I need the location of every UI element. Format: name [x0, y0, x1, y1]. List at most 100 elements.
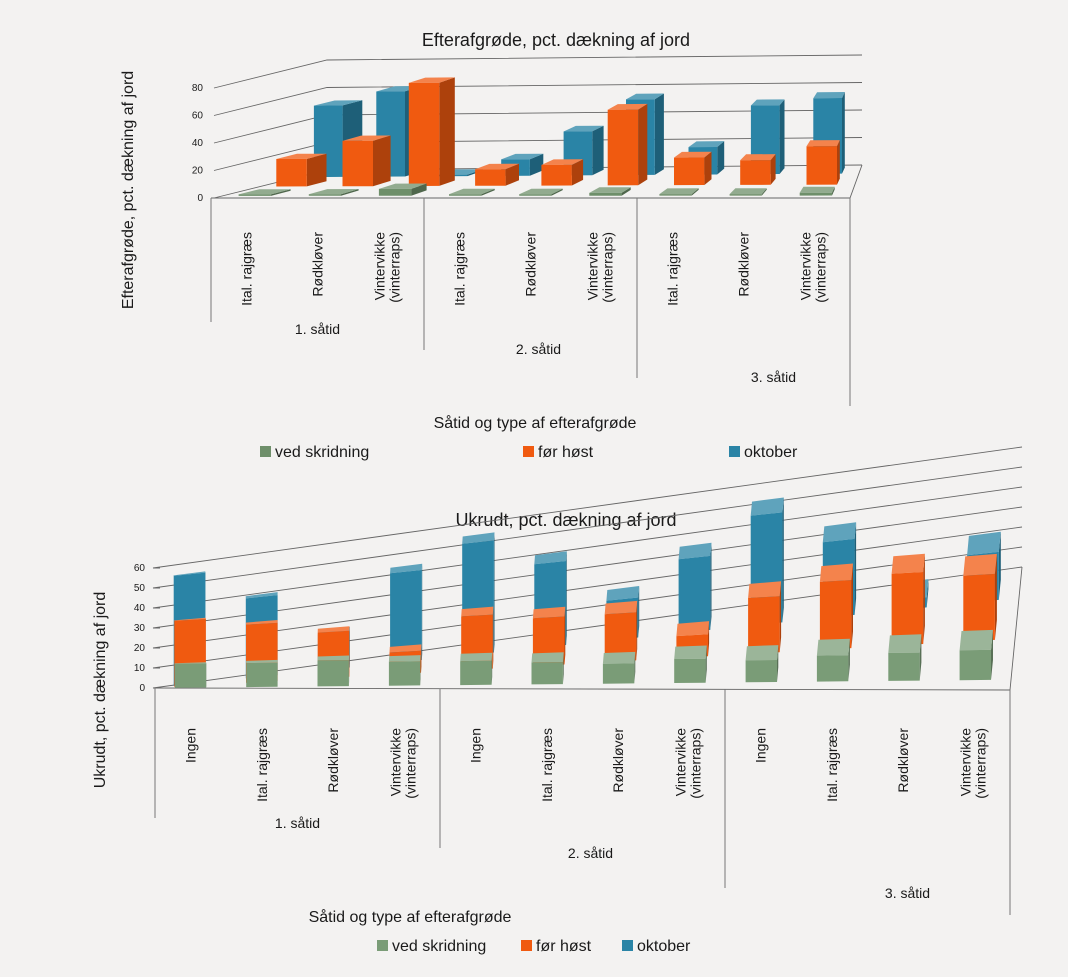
bar-front-face [730, 194, 762, 196]
category-label: Ingen [468, 728, 484, 763]
bar-front-face [960, 650, 991, 680]
bar-front-face [659, 194, 691, 196]
category-label-line: Vintervikke [672, 728, 688, 796]
category-label: Vintervikke(vinterraps) [672, 728, 703, 799]
bar-top-face [389, 655, 421, 662]
bar-før-høst-8 [740, 154, 775, 185]
bar-front-face [532, 662, 563, 684]
bar-front-face [746, 660, 777, 682]
chart-cover-crop: Efterafgrøde, pct. dækning af jord Efter… [120, 30, 862, 461]
category-label-line: Ital. rajgræs [824, 728, 840, 802]
chart1-y-axis-title: Efterafgrøde, pct. dækning af jord [120, 71, 137, 309]
bar-front-face [603, 663, 634, 683]
chart2-x-axis-title: Såtid og type af efterafgrøde [309, 908, 512, 926]
chart2-category-dividers [155, 688, 1010, 915]
bar-før-høst-10 [820, 564, 853, 650]
group-label: 2. såtid [568, 845, 613, 861]
bar-top-face [730, 188, 767, 194]
category-label: Ital. rajgræs [452, 232, 468, 306]
group-label: 2. såtid [516, 341, 561, 357]
bar-front-face [389, 661, 420, 685]
bar-side-face [782, 498, 783, 623]
bar-top-face [449, 189, 495, 195]
y-tick-label: 20 [192, 166, 204, 177]
category-label: Vintervikke(vinterraps) [798, 232, 829, 303]
category-label-line: Vintervikke [387, 728, 403, 796]
bar-ved-skridning-5 [519, 189, 563, 196]
bar-top-face [888, 634, 921, 653]
bar-side-face [655, 94, 664, 175]
bar-top-face [740, 154, 775, 160]
legend-swatch [729, 446, 740, 457]
category-label: Ital. rajgræs [665, 232, 681, 306]
y-tick-label: 30 [134, 623, 146, 634]
bar-ved-skridning-11 [888, 634, 921, 681]
category-label: Rødkløver [895, 728, 911, 793]
bar-front-face [740, 160, 771, 185]
y-tick-label: 50 [134, 583, 146, 594]
category-label: Rødkløver [610, 728, 626, 793]
category-label: Ingen [753, 728, 769, 763]
bar-front-face [674, 158, 704, 186]
bar-før-høst-7 [674, 152, 712, 185]
bar-før-høst-4 [475, 164, 519, 186]
bar-top-face [460, 653, 492, 661]
bar-før-høst-9 [807, 140, 840, 185]
category-label-line: Ingen [183, 728, 199, 763]
bar-top-face [807, 140, 840, 146]
category-label: Ital. rajgræs [539, 728, 555, 802]
bar-ved-skridning-12 [960, 630, 993, 680]
legend-label: oktober [637, 938, 691, 955]
y-tick-label: 60 [192, 111, 204, 122]
bar-ved-skridning-8 [730, 188, 767, 195]
bar-side-face [373, 136, 391, 187]
y-tick-label: 20 [134, 643, 146, 654]
bar-top-face [751, 99, 785, 105]
category-label: Rødkløver [325, 728, 341, 793]
legend-label: før høst [538, 444, 594, 461]
legend-swatch [523, 446, 534, 457]
bar-top-face [532, 652, 564, 662]
category-label-line: Ingen [753, 728, 769, 763]
bar-ved-skridning-2 [246, 660, 278, 687]
y-tick-label: 0 [139, 683, 145, 694]
bar-front-face [807, 146, 838, 185]
gridline [153, 447, 1022, 568]
bar-front-face [541, 165, 572, 186]
bar-front-face [589, 193, 621, 196]
bar-front-face [246, 663, 277, 687]
category-label: Ingen [183, 728, 199, 763]
bar-top-face [963, 554, 997, 576]
bar-side-face [565, 607, 566, 665]
chart1-bars [239, 77, 845, 195]
bar-side-face [439, 77, 455, 185]
bar-før-høst-6 [608, 104, 648, 185]
legend-label: før høst [536, 938, 592, 955]
bar-top-face [823, 522, 856, 542]
category-label-line: (vinterraps) [402, 728, 418, 799]
bar-front-face [608, 110, 639, 186]
bar-front-face [460, 661, 491, 685]
legend-swatch [622, 940, 633, 951]
gridline [153, 467, 1022, 588]
y-tick-label: 60 [134, 563, 146, 574]
bar-side-face [710, 543, 711, 630]
bar-front-face [175, 664, 206, 688]
bar-front-face [674, 659, 705, 683]
bar-før-høst-11 [892, 554, 925, 646]
bar-front-face [309, 194, 341, 196]
y-tick-label: 0 [197, 193, 203, 204]
category-label: Vintervikke(vinterraps) [957, 728, 988, 799]
chart1-title: Efterafgrøde, pct. dækning af jord [422, 30, 690, 50]
category-label-line: Rødkløver [325, 728, 341, 793]
bar-før-høst-3 [409, 77, 455, 186]
bar-top-face [967, 532, 1001, 555]
category-label: Vintervikke(vinterraps) [372, 232, 403, 303]
legend-label: oktober [744, 444, 798, 461]
bar-front-face [379, 189, 411, 196]
bar-ved-skridning-1 [175, 662, 207, 688]
